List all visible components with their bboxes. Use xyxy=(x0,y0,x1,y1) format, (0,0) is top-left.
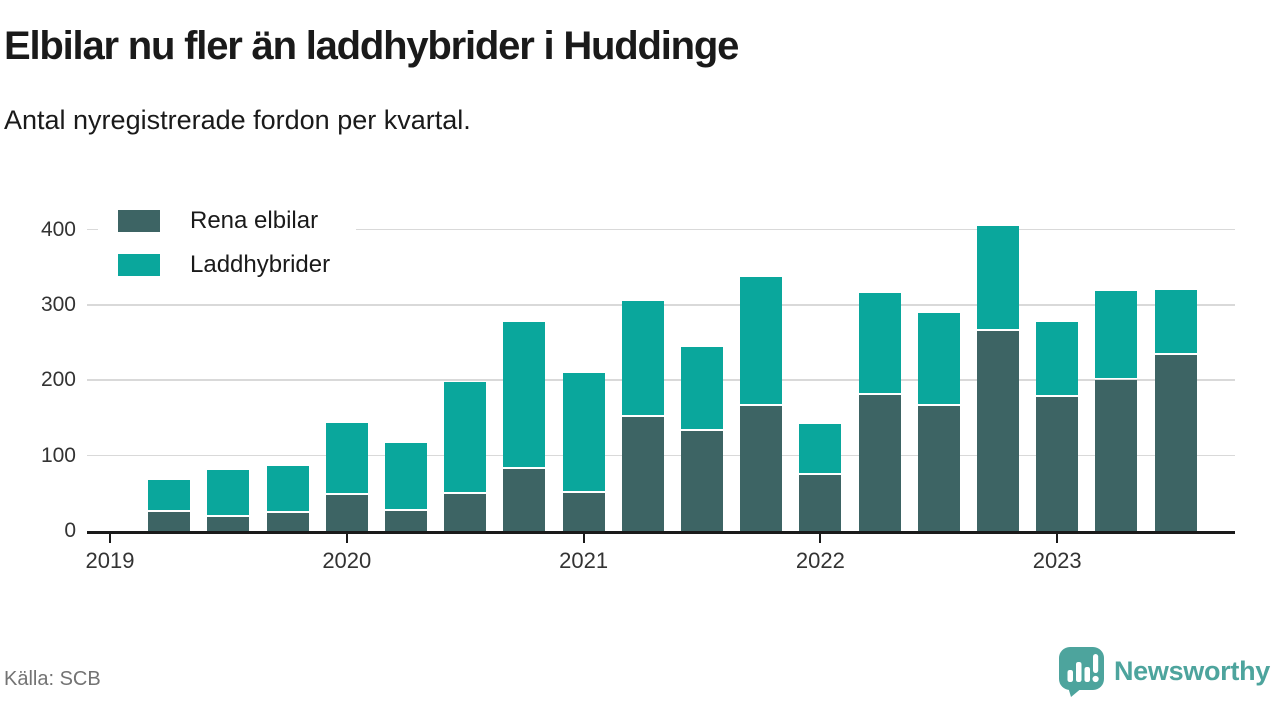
bar-2023-kv2 xyxy=(1095,291,1138,531)
bar-segment-laddhybrider xyxy=(681,347,723,429)
legend-label-rena-elbilar: Rena elbilar xyxy=(190,207,319,234)
bar-2022-kv2 xyxy=(858,293,901,531)
bar-segment-laddhybrider xyxy=(917,313,960,404)
bar-segment-laddhybrider xyxy=(385,443,427,509)
legend-label-laddhybrider: Laddhybrider xyxy=(190,251,331,278)
newsworthy-wordmark: Newsworthy xyxy=(1113,656,1270,686)
bar-segment-rena-elbilar xyxy=(858,395,901,531)
x-axis-tick-2019 xyxy=(109,534,111,543)
legend-item-laddhybrider: Laddhybrider xyxy=(118,251,330,279)
x-axis-tick-2023 xyxy=(1056,534,1059,543)
bar-2021-kv3 xyxy=(681,347,723,531)
bar-2023-kv1 xyxy=(1036,322,1079,531)
bar-segment-laddhybrider xyxy=(444,382,487,492)
bar-segment-laddhybrider xyxy=(1095,291,1138,378)
bar-2020-kv4 xyxy=(503,322,546,531)
bar-segment-rena-elbilar xyxy=(977,331,1019,531)
bar-segment-rena-elbilar xyxy=(503,469,546,531)
y-axis-label-400: 400 xyxy=(40,217,76,241)
bar-segment-rena-elbilar xyxy=(207,517,250,531)
y-axis-label-100: 100 xyxy=(40,443,76,467)
page-subtitle: Antal nyregistrerade fordon per kvartal. xyxy=(4,105,471,135)
bar-2022-kv3 xyxy=(917,313,960,531)
bar-segment-laddhybrider xyxy=(858,293,901,393)
x-axis-label-2023: 2023 xyxy=(1032,548,1082,573)
bar-segment-laddhybrider xyxy=(207,470,250,515)
newsworthy-logo: Newsworthy xyxy=(1058,646,1270,697)
bar-segment-rena-elbilar xyxy=(325,495,368,531)
bar-segment-rena-elbilar xyxy=(266,513,309,531)
x-axis-label-2019: 2019 xyxy=(85,548,135,573)
legend-item-rena-elbilar: Rena elbilar xyxy=(118,207,330,235)
bar-2019-kv2 xyxy=(148,480,191,531)
bar-2022-kv1 xyxy=(799,424,842,531)
x-axis-line xyxy=(87,531,1235,534)
bar-segment-laddhybrider xyxy=(562,373,605,491)
y-axis-label-0: 0 xyxy=(64,519,76,542)
bar-segment-laddhybrider xyxy=(325,423,368,493)
chart-legend: Rena elbilar Laddhybrider xyxy=(98,197,357,291)
bar-segment-rena-elbilar xyxy=(1036,397,1079,531)
bar-2021-kv1 xyxy=(562,373,605,531)
bar-segment-laddhybrider xyxy=(1154,290,1197,353)
bar-2023-kv3 xyxy=(1154,290,1197,531)
bar-2022-kv4 xyxy=(977,226,1019,531)
x-axis-tick-2021 xyxy=(582,534,585,543)
x-axis-label-2020: 2020 xyxy=(322,548,372,573)
bar-segment-rena-elbilar xyxy=(1095,380,1138,531)
x-axis-tick-2022 xyxy=(819,534,822,543)
bar-segment-rena-elbilar xyxy=(1154,355,1197,531)
legend-swatch-rena-elbilar xyxy=(118,210,160,232)
gridline-400 xyxy=(87,228,1235,231)
y-axis-label-300: 300 xyxy=(40,293,76,317)
bar-segment-rena-elbilar xyxy=(148,512,191,531)
bar-segment-laddhybrider xyxy=(266,466,309,511)
bar-segment-rena-elbilar xyxy=(621,417,664,531)
bar-2020-kv2 xyxy=(385,443,427,531)
bar-2021-kv4 xyxy=(740,277,783,531)
x-axis-label-2022: 2022 xyxy=(795,548,845,573)
y-axis-label-200: 200 xyxy=(40,368,76,392)
bar-segment-rena-elbilar xyxy=(385,511,427,531)
source-note: Källa: SCB xyxy=(4,668,101,690)
bar-segment-rena-elbilar xyxy=(681,431,723,531)
bar-segment-laddhybrider xyxy=(621,301,664,415)
bar-2019-kv3 xyxy=(207,470,250,531)
bar-segment-laddhybrider xyxy=(977,226,1019,329)
bar-segment-rena-elbilar xyxy=(444,494,487,531)
bar-segment-laddhybrider xyxy=(503,322,546,467)
bar-segment-laddhybrider xyxy=(1036,322,1079,395)
bar-2020-kv1 xyxy=(325,423,368,531)
page-title: Elbilar nu fler än laddhybrider i Huddin… xyxy=(4,24,739,68)
bar-segment-rena-elbilar xyxy=(740,406,783,531)
bar-segment-rena-elbilar xyxy=(562,493,605,531)
bar-segment-rena-elbilar xyxy=(799,475,842,531)
bar-segment-laddhybrider xyxy=(799,424,842,473)
bar-2021-kv2 xyxy=(621,301,664,531)
legend-swatch-laddhybrider xyxy=(118,254,160,276)
newsworthy-speech-bubble-icon xyxy=(1058,647,1104,697)
bar-segment-rena-elbilar xyxy=(917,406,960,531)
bar-2019-kv4 xyxy=(266,466,309,531)
x-axis-label-2021: 2021 xyxy=(559,548,609,573)
x-axis-tick-2020 xyxy=(345,534,348,543)
bar-segment-laddhybrider xyxy=(740,277,783,404)
bar-segment-laddhybrider xyxy=(148,480,191,510)
bar-2020-kv3 xyxy=(444,382,487,531)
